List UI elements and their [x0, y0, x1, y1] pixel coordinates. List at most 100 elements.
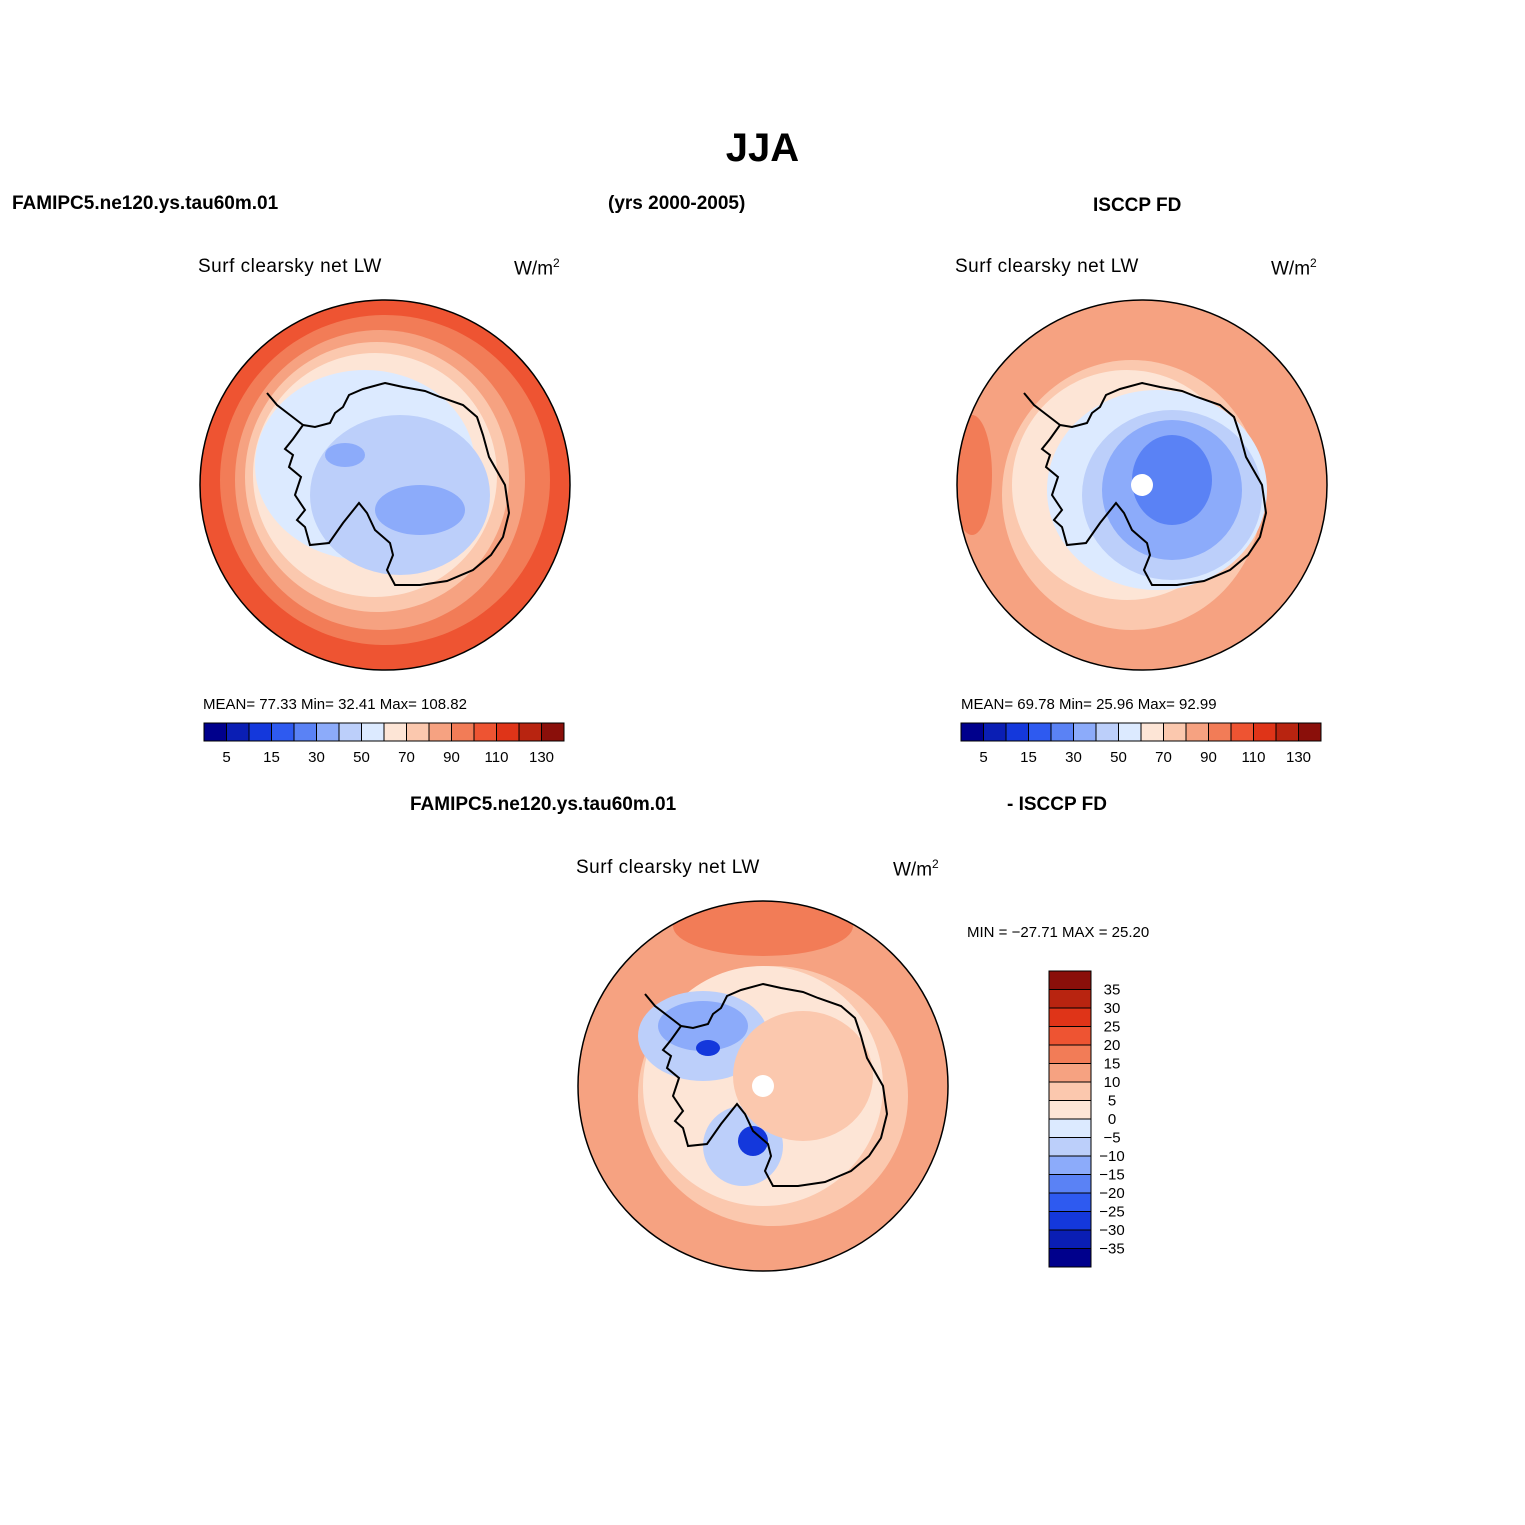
diff-colorbar-label: −30 [1099, 1222, 1124, 1239]
model-colorbar-label: 70 [398, 749, 415, 766]
diff-colorbar-label: 35 [1104, 982, 1121, 999]
model-colorbar-swatch [248, 722, 272, 742]
diff-colorbar-swatch [1048, 1192, 1092, 1212]
obs-colorbar-swatch [1118, 722, 1142, 742]
diff-pole-hole [752, 1075, 774, 1097]
obs-colorbar-label: 5 [979, 749, 987, 766]
obs-colorbar-swatch [1050, 722, 1074, 742]
model-colorbar-swatch [383, 722, 407, 742]
diff-colorbar-swatch [1048, 1137, 1092, 1157]
diff-colorbar-label: −10 [1099, 1148, 1124, 1165]
diff-colorbar-label: −20 [1099, 1185, 1124, 1202]
model-colorbar-swatch [518, 722, 542, 742]
diff-colorbar-label: 15 [1104, 1056, 1121, 1073]
diff-colorbar-swatch [1048, 1211, 1092, 1231]
obs-colorbar-swatch [983, 722, 1007, 742]
diff-colorbar-swatch [1048, 1174, 1092, 1194]
obs-colorbar-swatch [1005, 722, 1029, 742]
model-colorbar-swatch [226, 722, 250, 742]
model-field-low-2 [325, 443, 365, 467]
model-colorbar-label: 90 [443, 749, 460, 766]
model-colorbar-label: 30 [308, 749, 325, 766]
diff-stats: MIN = −27.71 MAX = 25.20 [967, 924, 1150, 941]
years-label: (yrs 2000-2005) [608, 193, 746, 214]
obs-colorbar-swatch [1073, 722, 1097, 742]
diff-colorbar-swatch [1048, 1100, 1092, 1120]
diff-obs-label: - ISCCP FD [1007, 794, 1107, 815]
obs-colorbar-label: 90 [1200, 749, 1217, 766]
model-colorbar-swatch [361, 722, 385, 742]
obs-colorbar-swatch [1208, 722, 1232, 742]
obs-panel-unit: W/m2 [1271, 256, 1317, 280]
model-panel-unit: W/m2 [514, 256, 560, 280]
model-colorbar-swatch [451, 722, 475, 742]
diff-colorbar-label: 30 [1104, 1000, 1121, 1017]
diff-case-label: FAMIPC5.ne120.ys.tau60m.01 [410, 794, 677, 815]
model-colorbar-swatch [406, 722, 430, 742]
diff-colorbar-label: −35 [1099, 1241, 1124, 1258]
obs-map-border [956, 299, 1328, 671]
diff-field-pos-east [733, 1011, 873, 1141]
obs-colorbar-swatch [1253, 722, 1277, 742]
obs-dataset-label: ISCCP FD [1093, 195, 1182, 216]
diff-colorbar-label: 25 [1104, 1019, 1121, 1036]
model-colorbar-swatch [473, 722, 497, 742]
model-colorbar-label: 130 [529, 749, 554, 766]
diff-colorbar-label: −15 [1099, 1167, 1124, 1184]
obs-stats: MEAN= 69.78 Min= 25.96 Max= 92.99 [961, 696, 1217, 713]
diff-colorbar-label: 10 [1104, 1074, 1121, 1091]
diff-colorbar-swatch [1048, 1081, 1092, 1101]
model-colorbar-label: 15 [263, 749, 280, 766]
diff-colorbar-swatch [1048, 1044, 1092, 1064]
diff-map-border [577, 900, 949, 1272]
obs-colorbar-label: 110 [1242, 749, 1266, 766]
diff-colorbar-swatch [1048, 1118, 1092, 1138]
obs-colorbar-swatch [1095, 722, 1119, 742]
model-colorbar-swatch [338, 722, 362, 742]
obs-colorbar: 5 15 30 50 70 90 110 130 [960, 722, 1322, 766]
model-panel-title: Surf clearsky net LW [198, 256, 382, 277]
obs-pole-hole [1131, 474, 1153, 496]
obs-colorbar-swatch [1275, 722, 1299, 742]
obs-colorbar-label: 30 [1065, 749, 1082, 766]
diff-panel-unit: W/m2 [893, 857, 939, 881]
model-colorbar-swatch [496, 722, 520, 742]
obs-colorbar-swatch [1140, 722, 1164, 742]
diff-colorbar-swatch [1048, 1063, 1092, 1083]
model-colorbar-swatch [271, 722, 295, 742]
obs-colorbar-label: 70 [1155, 749, 1172, 766]
obs-colorbar-swatch [1185, 722, 1209, 742]
diff-panel-title: Surf clearsky net LW [576, 857, 760, 878]
model-stats: MEAN= 77.33 Min= 32.41 Max= 108.82 [203, 696, 467, 713]
diff-colorbar-label: −5 [1103, 1130, 1120, 1147]
obs-colorbar-label: 130 [1286, 749, 1311, 766]
model-colorbar-swatch [293, 722, 317, 742]
diff-colorbar-label: 5 [1108, 1093, 1116, 1110]
diff-colorbar-swatch [1048, 1007, 1092, 1027]
model-colorbar-label: 110 [485, 749, 509, 766]
obs-colorbar-swatch [1028, 722, 1052, 742]
obs-colorbar-label: 50 [1110, 749, 1127, 766]
obs-map [956, 299, 1328, 671]
obs-colorbar-swatch [1230, 722, 1254, 742]
model-field-low [375, 485, 465, 535]
diff-colorbar-swatch [1048, 1026, 1092, 1046]
obs-colorbar-swatch [1298, 722, 1322, 742]
model-colorbar-label: 50 [353, 749, 370, 766]
diff-colorbar-label: 0 [1108, 1111, 1116, 1128]
obs-field-low [1132, 435, 1212, 525]
model-colorbar-label: 5 [222, 749, 230, 766]
model-colorbar-swatch [316, 722, 340, 742]
figure-title: JJA [725, 126, 800, 170]
model-map [199, 299, 571, 671]
diff-field-min-1 [696, 1040, 720, 1056]
diff-field-min-2 [738, 1126, 768, 1156]
diff-field-high [673, 901, 853, 956]
obs-colorbar-swatch [1163, 722, 1187, 742]
diff-colorbar-label: −25 [1099, 1204, 1124, 1221]
diff-map [577, 900, 949, 1272]
model-colorbar: 5 15 30 50 70 90 110 130 [203, 722, 565, 766]
obs-colorbar-label: 15 [1020, 749, 1037, 766]
model-colorbar-swatch [203, 722, 227, 742]
